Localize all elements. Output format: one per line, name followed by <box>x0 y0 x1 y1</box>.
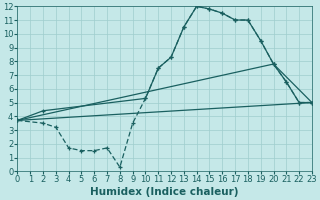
X-axis label: Humidex (Indice chaleur): Humidex (Indice chaleur) <box>91 187 239 197</box>
